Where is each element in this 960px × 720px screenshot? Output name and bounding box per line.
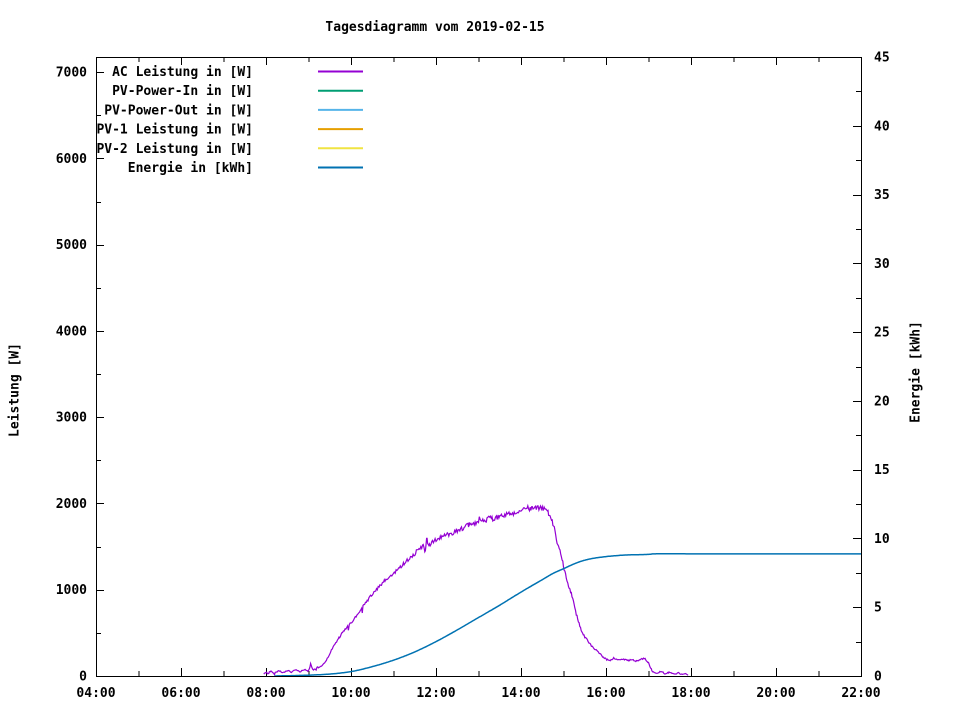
- x-tick-label: 18:00: [671, 686, 710, 701]
- x-tick-label: 10:00: [331, 686, 370, 701]
- y-right-tick-label: 35: [874, 188, 890, 203]
- x-tick-label: 06:00: [161, 686, 200, 701]
- y-right-tick-label: 45: [874, 51, 890, 66]
- legend-label-energie-in-kwh: Energie in [kWh]: [128, 161, 253, 176]
- chart-title: Tagesdiagramm vom 2019-02-15: [325, 20, 545, 35]
- y-right-tick-label: 5: [874, 601, 882, 616]
- legend-label-pv-power-in-in-w: PV-Power-In in [W]: [112, 84, 253, 99]
- legend-label-pv-1-leistung-in-w: PV-1 Leistung in [W]: [96, 123, 253, 138]
- series-energie-in-kwh: [274, 553, 861, 676]
- x-tick-label: 08:00: [246, 686, 285, 701]
- y-right-tick-label: 30: [874, 257, 890, 272]
- x-tick-label: 04:00: [76, 686, 115, 701]
- x-tick-label: 16:00: [586, 686, 625, 701]
- y-left-tick-label: 3000: [56, 411, 87, 426]
- x-tick-label: 22:00: [841, 686, 880, 701]
- legend-label-pv-2-leistung-in-w: PV-2 Leistung in [W]: [96, 142, 253, 157]
- y-left-tick-label: 6000: [56, 152, 87, 167]
- y-right-tick-label: 25: [874, 326, 890, 341]
- legend-label-pv-power-out-in-w: PV-Power-Out in [W]: [104, 103, 253, 118]
- y-right-tick-label: 15: [874, 463, 890, 478]
- series-ac-leistung-in-w: [263, 503, 689, 676]
- y-left-tick-label: 0: [79, 670, 87, 685]
- y-left-tick-label: 7000: [56, 66, 87, 81]
- y-right-tick-label: 40: [874, 119, 890, 134]
- y-axis-title-left: Leistung [W]: [7, 343, 23, 437]
- legend-label-ac-leistung-in-w: AC Leistung in [W]: [112, 65, 253, 80]
- y-left-tick-label: 1000: [56, 583, 87, 598]
- y-axis-title-right: Energie [kWh]: [908, 321, 924, 423]
- x-tick-label: 14:00: [501, 686, 540, 701]
- y-left-tick-label: 5000: [56, 238, 87, 253]
- y-right-tick-label: 20: [874, 394, 890, 409]
- y-left-tick-label: 4000: [56, 324, 87, 339]
- plot-border: [96, 57, 862, 677]
- y-left-tick-label: 2000: [56, 497, 87, 512]
- series-group: [263, 503, 861, 676]
- axis-tick-labels: 04:00 06:00 08:00 10:00 12:00 14:00 16:00 18:00…: [56, 51, 890, 702]
- x-tick-label: 20:00: [756, 686, 795, 701]
- y-right-tick-label: 0: [874, 670, 882, 685]
- x-tick-label: 12:00: [416, 686, 455, 701]
- y-right-tick-label: 10: [874, 532, 890, 547]
- legend: AC Leistung in [W] PV-Power-In in [W] PV-P…: [96, 65, 363, 176]
